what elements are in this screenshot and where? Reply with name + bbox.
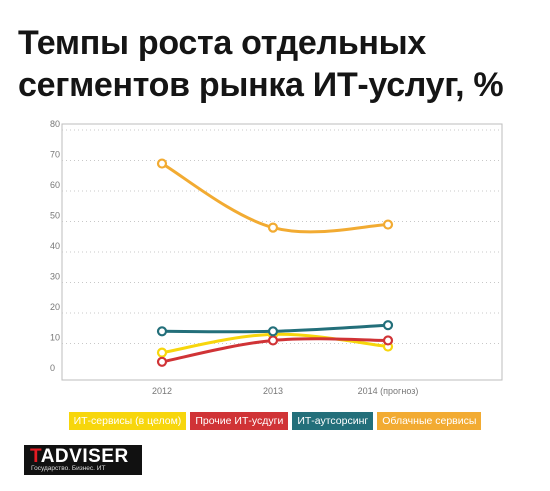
title-line-2: сегментов рынка ИТ-услуг, % [18, 66, 504, 104]
y-tick-label: 50 [50, 211, 60, 221]
legend-item-other-it: Прочие ИТ-усдуги [190, 412, 289, 430]
data-point-0-0 [156, 347, 168, 358]
data-point-3-2 [382, 219, 394, 230]
data-point-2-0 [156, 326, 168, 337]
data-point-3-1 [267, 222, 279, 233]
data-point-2-2 [382, 320, 394, 331]
x-tick-label: 2012 [152, 386, 172, 396]
y-tick-label: 80 [50, 119, 60, 129]
legend-item-it-outsourcing: ИТ-аутсорсинг [292, 412, 374, 430]
data-point-3-0 [156, 158, 168, 169]
tadviser-logo: TADVISER Государство. Бизнес. ИТ [24, 445, 142, 475]
line-chart: 0 10 20 30 40 50 60 70 80 2012 2013 2014 (прогноз) [50, 119, 503, 396]
y-tick-label: 0 [50, 363, 55, 373]
data-point-1-0 [156, 356, 168, 367]
logo-tagline: Государство. Бизнес. ИТ [31, 465, 106, 472]
y-tick-label: 10 [50, 333, 60, 343]
data-point-1-1 [267, 335, 279, 346]
x-tick-label: 2013 [263, 386, 283, 396]
y-tick-label: 20 [50, 302, 60, 312]
title-line-1: Темпы роста отдельных [18, 24, 427, 62]
y-tick-label: 40 [50, 241, 60, 251]
data-point-2-1 [267, 326, 279, 337]
y-tick-label: 30 [50, 272, 60, 282]
y-tick-label: 60 [50, 180, 60, 190]
legend-item-cloud: Облачные сервисы [377, 412, 482, 430]
x-tick-label: 2014 (прогноз) [358, 386, 419, 396]
legend-item-it-services: ИТ-сервисы (в целом) [68, 412, 187, 430]
chart-legend: ИТ-сервисы (в целом) Прочие ИТ-усдуги ИТ… [0, 412, 550, 430]
chart-title: Темпы роста отдельных сегментов рынка ИТ… [18, 22, 538, 106]
y-tick-label: 70 [50, 150, 60, 160]
data-point-1-2 [382, 335, 394, 346]
logo-wordmark: TADVISER [30, 446, 129, 467]
